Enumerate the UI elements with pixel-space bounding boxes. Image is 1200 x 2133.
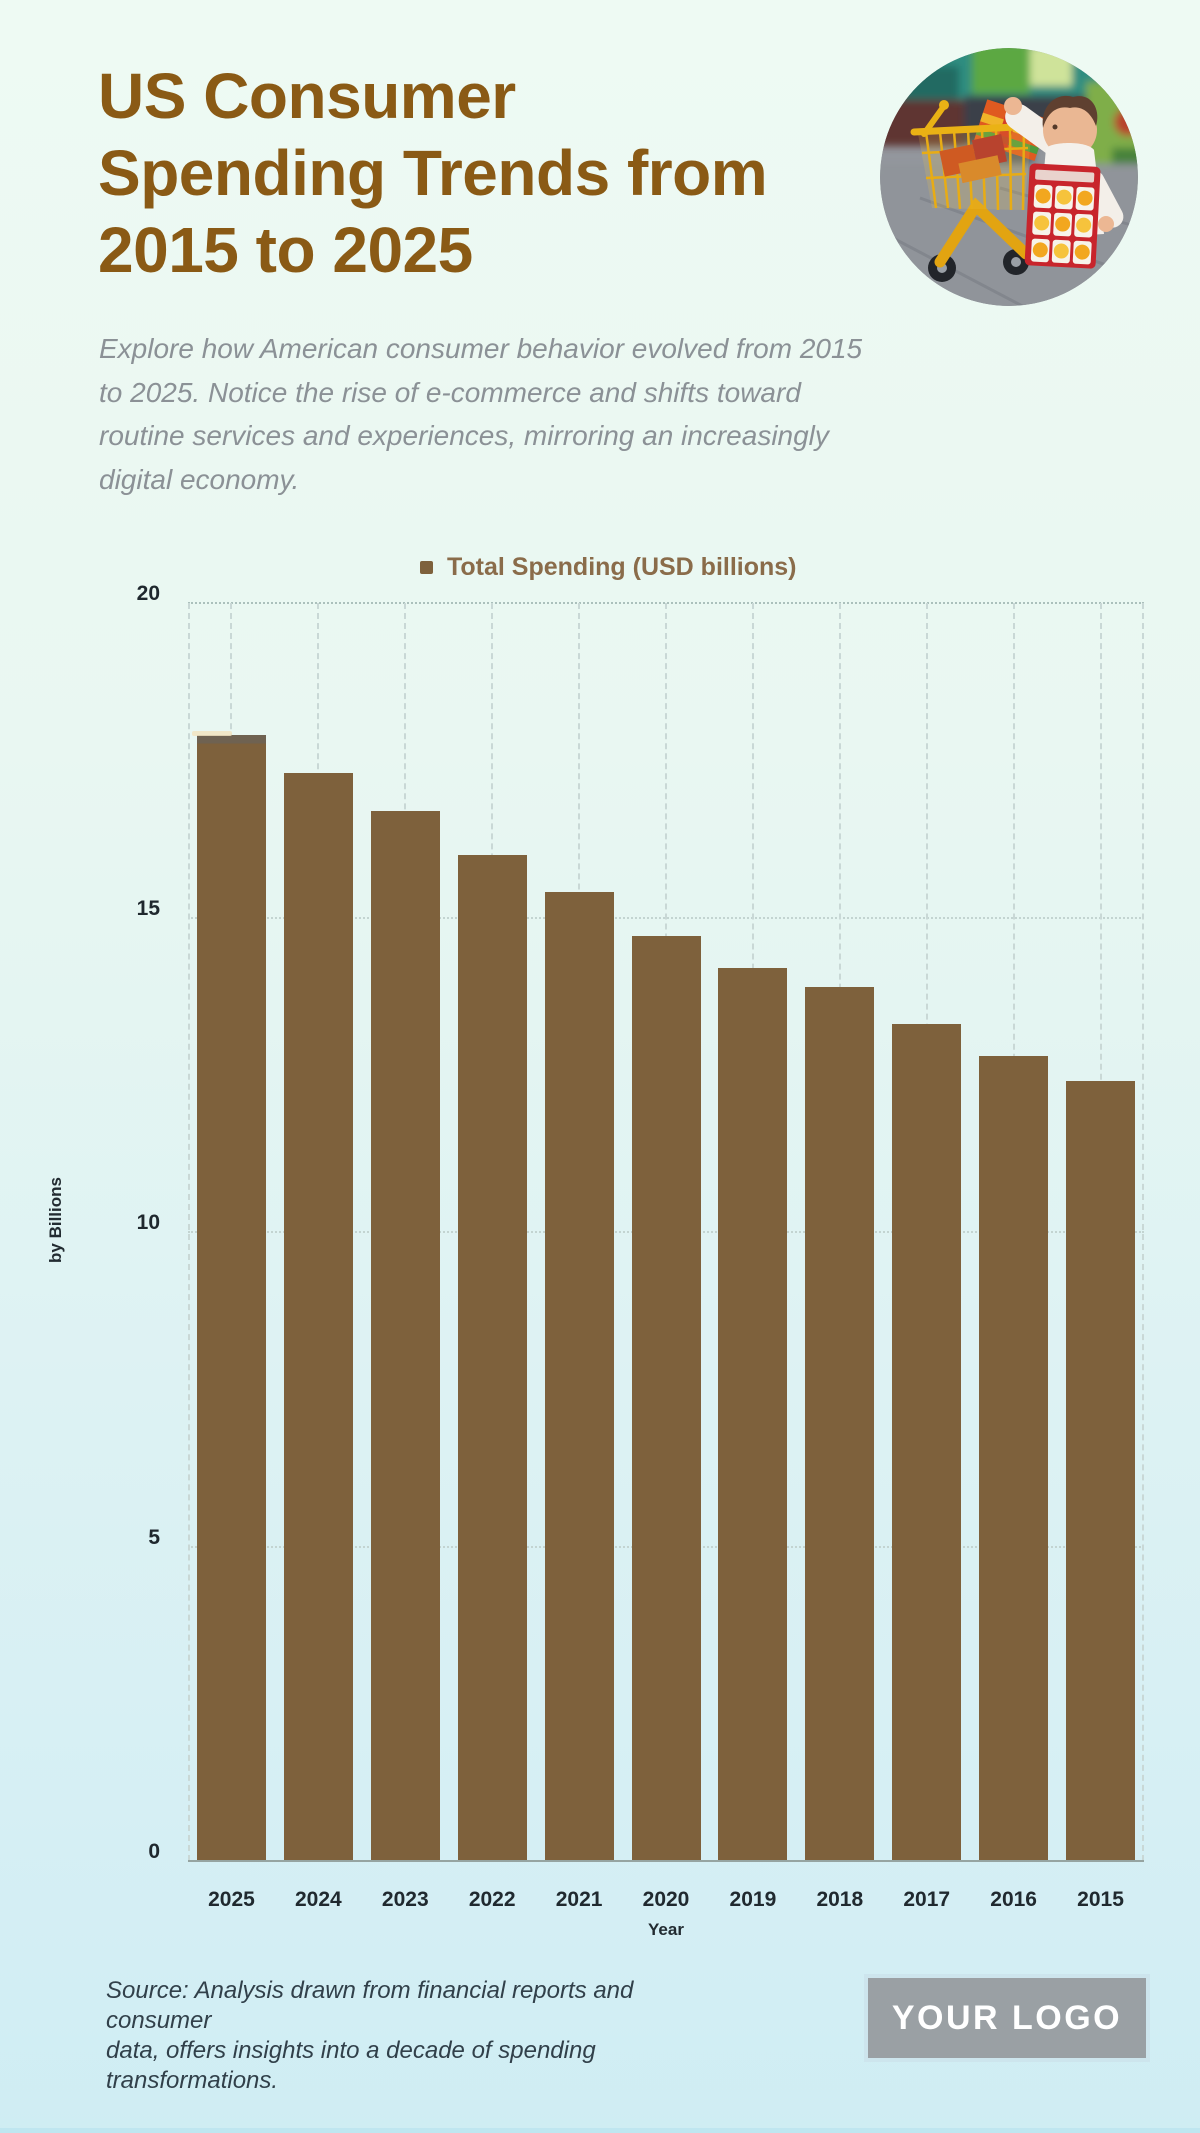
- x-axis-title: Year: [648, 1920, 684, 1939]
- bar-2019: [718, 967, 788, 1861]
- header-photo: [880, 48, 1138, 306]
- x-tick-2016: 2016: [990, 1888, 1037, 1911]
- toddler-shopping-cart-illustration: [880, 48, 1138, 306]
- page-title: US Consumer Spending Trends from 2015 to…: [98, 58, 878, 289]
- page-subtitle: Explore how American consumer behavior e…: [99, 327, 899, 501]
- x-tick-2015: 2015: [1077, 1888, 1124, 1911]
- bar-2022: [457, 854, 527, 1861]
- y-tick-0: 0: [148, 1840, 160, 1863]
- y-tick-10: 10: [136, 1211, 160, 1234]
- bar-2020: [631, 936, 701, 1861]
- y-axis-title: by Billions: [46, 1177, 65, 1263]
- subtitle-line-2: to 2025. Notice the rise of e-commerce a…: [99, 376, 801, 408]
- legend-swatch-icon: [420, 561, 433, 574]
- x-tick-2017: 2017: [903, 1888, 951, 1911]
- bar-2017: [892, 1024, 962, 1861]
- x-tick-2020: 2020: [642, 1888, 690, 1911]
- source-line-2: data, offers insights into a decade of s…: [106, 2037, 596, 2094]
- bar-2016: [979, 1055, 1049, 1861]
- subtitle-line-4: digital economy.: [99, 463, 300, 495]
- subtitle-line-1: Explore how American consumer behavior e…: [99, 333, 863, 364]
- bar-2025: [191, 731, 266, 1861]
- gridline-v-right: [1142, 603, 1144, 1861]
- x-tick-2024: 2024: [295, 1888, 342, 1911]
- x-tick-2022: 2022: [468, 1888, 516, 1911]
- source-note: Source: Analysis drawn from financial re…: [106, 1976, 726, 2096]
- bar-2021: [544, 892, 614, 1861]
- bar-2023: [370, 810, 440, 1861]
- bottom-edge-strip: [0, 2128, 1200, 2133]
- logo-text: YOUR LOGO: [891, 1998, 1123, 2037]
- gridline-v-left: [188, 603, 190, 1861]
- y-tick-5: 5: [148, 1525, 160, 1549]
- fruit-box-shape: [1024, 163, 1101, 269]
- page-title-line-1: US Consumer: [98, 60, 516, 132]
- chart-legend: Total Spending (USD billions): [420, 553, 797, 582]
- subtitle-line-3: routine services and experiences, mirror…: [99, 420, 829, 451]
- y-tick-20: 20: [136, 582, 160, 605]
- bar-2024: [283, 772, 353, 1861]
- x-tick-2021: 2021: [555, 1888, 603, 1911]
- y-tick-15: 15: [136, 896, 160, 920]
- source-line-1: Source: Analysis drawn from financial re…: [106, 1977, 634, 2034]
- logo-placeholder: YOUR LOGO: [864, 1974, 1150, 2062]
- page-title-line-2: Spending Trends from: [98, 137, 768, 209]
- x-tick-2025: 2025: [208, 1888, 255, 1911]
- x-tick-2019: 2019: [729, 1888, 777, 1911]
- bar-2015: [1066, 1081, 1136, 1861]
- legend-label: Total Spending (USD billions): [447, 553, 797, 581]
- shopping-cart-shape: [910, 100, 1040, 282]
- bar-2018: [805, 986, 875, 1861]
- x-tick-2018: 2018: [816, 1888, 864, 1911]
- x-axis-line: [188, 1860, 1144, 1862]
- page-title-line-3: 2015 to 2025: [98, 214, 473, 286]
- x-tick-2023: 2023: [381, 1888, 429, 1911]
